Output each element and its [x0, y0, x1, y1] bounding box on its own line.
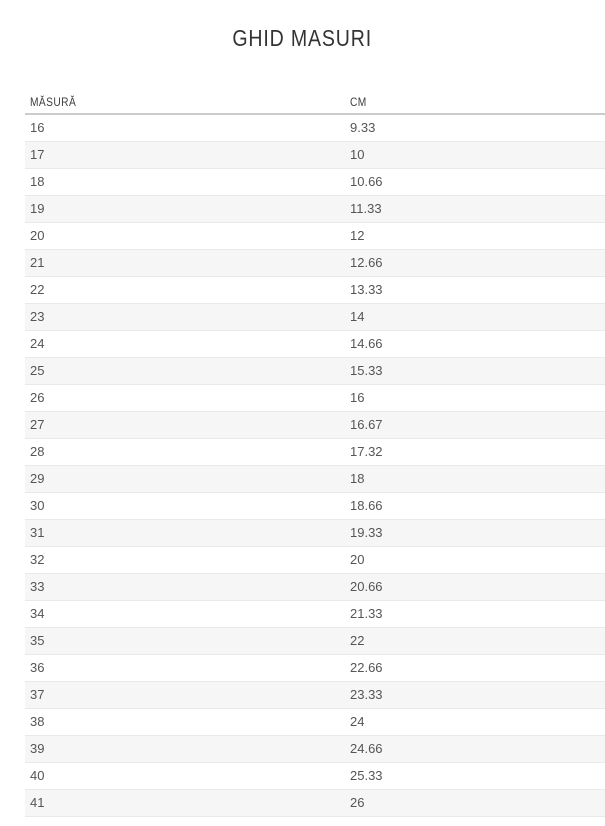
size-cell: 29: [25, 465, 350, 493]
size-cell: 32: [25, 546, 350, 574]
table-row: 30 18.66: [25, 492, 605, 520]
column-header-masura-label: MĂSURĂ: [30, 94, 77, 109]
size-cell: 38: [25, 708, 350, 736]
cm-cell: 14: [350, 303, 605, 331]
table-row: 19 11.33: [25, 195, 605, 223]
cm-cell: 16.67: [350, 411, 605, 439]
table-row: 35 22: [25, 627, 605, 655]
cm-cell: 18: [350, 465, 605, 493]
size-cell: 41: [25, 789, 350, 817]
table-row: 17 10: [25, 141, 605, 169]
size-cell: 18: [25, 168, 350, 196]
size-guide-table: MĂSURĂ CM 16 9.33 17 10 18 10.66 19 11.33 20 12 21…: [25, 90, 605, 817]
size-cell: 28: [25, 438, 350, 466]
table-row: 37 23.33: [25, 681, 605, 709]
cm-cell: 24.66: [350, 735, 605, 763]
cm-cell: 15.33: [350, 357, 605, 385]
table-row: 24 14.66: [25, 330, 605, 358]
cm-cell: 18.66: [350, 492, 605, 520]
table-row: 23 14: [25, 303, 605, 331]
table-row: 33 20.66: [25, 573, 605, 601]
cm-cell: 22: [350, 627, 605, 655]
column-header-cm: CM: [350, 90, 605, 115]
cm-cell: 9.33: [350, 114, 605, 142]
size-cell: 23: [25, 303, 350, 331]
table-row: 21 12.66: [25, 249, 605, 277]
cm-cell: 14.66: [350, 330, 605, 358]
table-head: MĂSURĂ CM: [25, 90, 605, 115]
table-body: 16 9.33 17 10 18 10.66 19 11.33 20 12 21 12.66 22 13.…: [25, 114, 605, 817]
cm-cell: 10.66: [350, 168, 605, 196]
table-row: 20 12: [25, 222, 605, 250]
column-header-masura: MĂSURĂ: [25, 90, 350, 115]
table-header-row: MĂSURĂ CM: [25, 90, 605, 115]
size-cell: 21: [25, 249, 350, 277]
cm-cell: 20.66: [350, 573, 605, 601]
size-cell: 31: [25, 519, 350, 547]
column-header-cm-label: CM: [350, 94, 367, 109]
size-cell: 27: [25, 411, 350, 439]
size-cell: 40: [25, 762, 350, 790]
cm-cell: 25.33: [350, 762, 605, 790]
table-row: 26 16: [25, 384, 605, 412]
cm-cell: 10: [350, 141, 605, 169]
size-cell: 19: [25, 195, 350, 223]
cm-cell: 12: [350, 222, 605, 250]
page-title: GHID MASURI: [0, 0, 605, 50]
size-cell: 17: [25, 141, 350, 169]
size-cell: 37: [25, 681, 350, 709]
cm-cell: 22.66: [350, 654, 605, 682]
size-cell: 34: [25, 600, 350, 628]
table-row: 38 24: [25, 708, 605, 736]
table-row: 25 15.33: [25, 357, 605, 385]
cm-cell: 19.33: [350, 519, 605, 547]
table-row: 28 17.32: [25, 438, 605, 466]
size-cell: 36: [25, 654, 350, 682]
table-row: 22 13.33: [25, 276, 605, 304]
size-cell: 25: [25, 357, 350, 385]
cm-cell: 20: [350, 546, 605, 574]
table-row: 27 16.67: [25, 411, 605, 439]
table-row: 41 26: [25, 789, 605, 817]
size-cell: 20: [25, 222, 350, 250]
cm-cell: 24: [350, 708, 605, 736]
size-cell: 35: [25, 627, 350, 655]
cm-cell: 13.33: [350, 276, 605, 304]
size-cell: 22: [25, 276, 350, 304]
table-row: 29 18: [25, 465, 605, 493]
size-cell: 24: [25, 330, 350, 358]
size-cell: 16: [25, 114, 350, 142]
table-row: 39 24.66: [25, 735, 605, 763]
table-row: 18 10.66: [25, 168, 605, 196]
size-cell: 39: [25, 735, 350, 763]
table-row: 16 9.33: [25, 114, 605, 142]
table-row: 32 20: [25, 546, 605, 574]
table-row: 40 25.33: [25, 762, 605, 790]
cm-cell: 16: [350, 384, 605, 412]
page-title-text: GHID MASURI: [232, 25, 373, 51]
size-cell: 33: [25, 573, 350, 601]
table-row: 34 21.33: [25, 600, 605, 628]
cm-cell: 12.66: [350, 249, 605, 277]
table-row: 31 19.33: [25, 519, 605, 547]
cm-cell: 21.33: [350, 600, 605, 628]
size-cell: 26: [25, 384, 350, 412]
table-row: 36 22.66: [25, 654, 605, 682]
cm-cell: 11.33: [350, 195, 605, 223]
cm-cell: 23.33: [350, 681, 605, 709]
size-cell: 30: [25, 492, 350, 520]
cm-cell: 26: [350, 789, 605, 817]
cm-cell: 17.32: [350, 438, 605, 466]
